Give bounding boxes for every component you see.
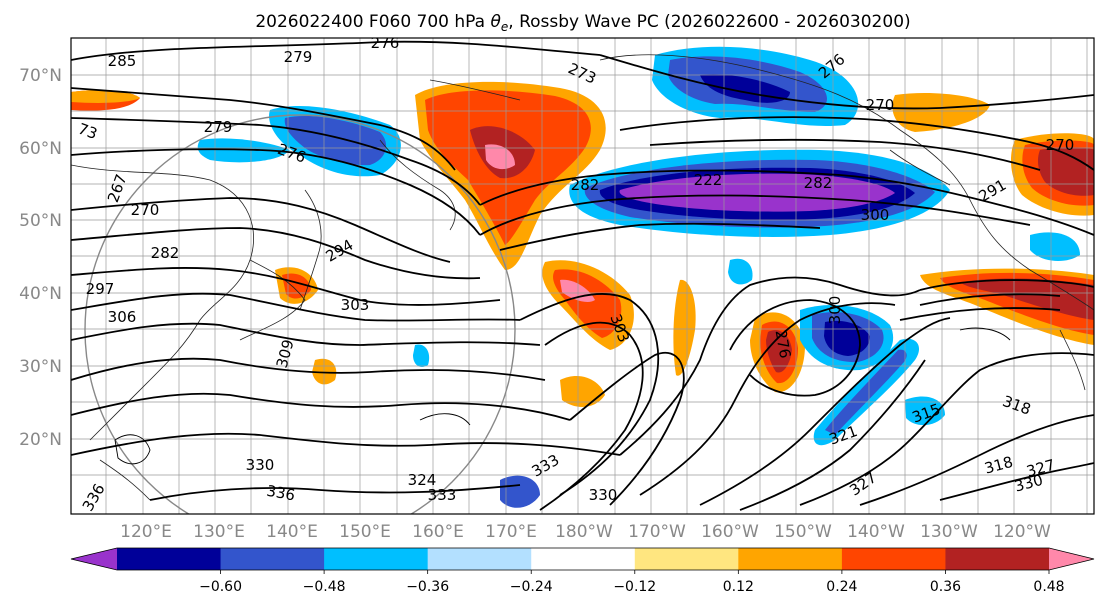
lat-label-70n: 70°N [19, 66, 62, 86]
contour-label: 300 [826, 296, 844, 325]
contour-label: 330 [246, 456, 275, 474]
colorbar-segment [220, 548, 325, 570]
lon-label-130e: 130°E [193, 522, 245, 542]
contour-label: 303 [341, 296, 370, 314]
colorbar-ticks: −0.60 −0.48 −0.36 −0.24 −0.12 0.12 0.24 0.36 0.4… [199, 570, 1065, 595]
colorbar-segment [324, 548, 429, 570]
contour-label: 282 [151, 244, 180, 262]
colorbar-tick-label: 0.24 [826, 579, 857, 595]
colorbar-segment [117, 548, 222, 570]
colorbar: −0.60 −0.48 −0.36 −0.24 −0.12 0.12 0.24 0.36 0.4… [70, 547, 1095, 595]
contour-label: 333 [428, 486, 457, 504]
colorbar-tick-label: −0.60 [199, 579, 242, 595]
colorbar-segment [634, 548, 739, 570]
colorbar-segment [945, 548, 1050, 570]
lon-label-140w: 140°W [847, 522, 905, 542]
theta-e-contours [71, 40, 1094, 511]
contour-label: 282 [571, 176, 600, 194]
colorbar-tick-label: −0.48 [303, 579, 346, 595]
contour-label: 73 [76, 120, 100, 143]
contour-label: 300 [861, 206, 890, 224]
colorbar-extend-high [1049, 548, 1094, 570]
colorbar-extend-low [71, 548, 117, 570]
map-border [70, 37, 1095, 515]
map-content: 285 279 276 273 270 73 279 276 267 270 2… [71, 34, 1094, 514]
contour-label: 330 [589, 486, 618, 504]
colorbar-outline [70, 547, 1095, 571]
contour-label: 285 [108, 52, 137, 70]
colorbar-tick-label: −0.12 [613, 579, 656, 595]
contour-label: 270 [1046, 136, 1075, 154]
colorbar-tick-label: 0.36 [930, 579, 961, 595]
colorbar-segment [841, 548, 946, 570]
colorbar-segment [427, 548, 532, 570]
colorbar-tick-label: 0.12 [723, 579, 754, 595]
lon-label-160e: 160°E [412, 522, 464, 542]
lon-label-160w: 160°W [701, 522, 759, 542]
contour-label: 222 [694, 171, 723, 189]
colorbar-tick-label: −0.24 [510, 579, 553, 595]
contour-label: 306 [108, 308, 137, 326]
contour-label: 270 [866, 96, 895, 114]
latitude-labels: 70°N 60°N 50°N 40°N 30°N 20°N [19, 66, 62, 450]
colorbar-tick-label: 0.48 [1033, 579, 1064, 595]
lat-label-50n: 50°N [19, 211, 62, 231]
longitude-labels: 120°E 130°E 140°E 150°E 160°E 170°E 180°… [120, 522, 1051, 542]
lon-label-130w: 130°W [920, 522, 978, 542]
lat-label-20n: 20°N [19, 430, 62, 450]
lat-label-40n: 40°N [19, 284, 62, 304]
lat-label-60n: 60°N [19, 139, 62, 159]
lon-label-170e: 170°E [485, 522, 537, 542]
lon-label-150w: 150°W [774, 522, 832, 542]
contour-label: 276 [772, 328, 795, 359]
contour-label: 279 [284, 48, 313, 66]
colorbar-tick-label: −0.36 [406, 579, 449, 595]
lon-label-120e: 120°E [120, 522, 172, 542]
colorbar-segment [531, 548, 636, 570]
contour-label: 336 [265, 482, 296, 505]
contour-label: 282 [804, 174, 833, 192]
contour-label: 276 [371, 34, 400, 52]
colorbar-segment [738, 548, 843, 570]
colorbar-segments [117, 548, 1050, 570]
range-ring [84, 114, 516, 514]
coastlines [71, 54, 1094, 501]
contour-label: 270 [131, 201, 160, 219]
graticule [71, 38, 1094, 514]
lon-label-180w: 180°W [555, 522, 613, 542]
lon-label-120w: 120°W [993, 522, 1051, 542]
lon-label-150e: 150°E [339, 522, 391, 542]
lon-label-140e: 140°E [266, 522, 318, 542]
contour-label: 297 [86, 280, 115, 298]
contour-label: 279 [204, 118, 233, 136]
figure-title: 2026022400 F060 700 hPa θe, Rossby Wave … [255, 12, 910, 34]
lon-label-170w: 170°W [628, 522, 686, 542]
contour-label: 324 [408, 471, 437, 489]
lat-label-30n: 30°N [19, 357, 62, 377]
